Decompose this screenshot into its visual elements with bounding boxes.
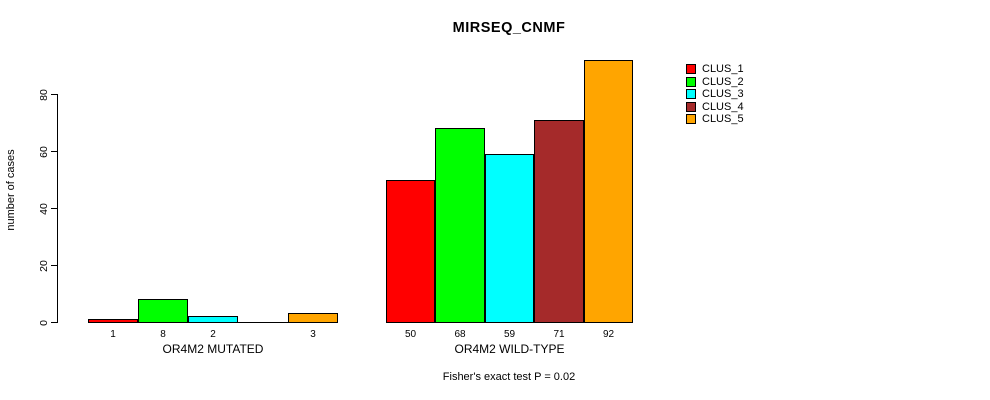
bar-value-label-clus_3-or4m2-mutated: 2 [210,329,216,340]
legend-label-clus_4: CLUS_4 [702,100,744,113]
bar-clus_3-or4m2-mutated [188,316,238,323]
bar-value-label-clus_2-or4m2-mutated: 8 [160,329,166,340]
y-tick-label: 80 [38,88,50,101]
fisher-test-caption: Fisher's exact test P = 0.02 [442,371,576,383]
bar-clus_5-or4m2-wild-type [584,60,633,323]
bar-value-label-clus_4-or4m2-wild-type: 71 [553,329,565,340]
bar-value-label-clus_2-or4m2-wild-type: 68 [454,329,466,340]
legend-label-clus_2: CLUS_2 [702,75,744,88]
legend-swatch-clus_2 [686,76,696,87]
chart-title: MIRSEQ_CNMF [452,20,566,36]
legend-swatch-clus_5 [686,114,696,124]
bar-clus_4-or4m2-wild-type [534,120,584,323]
legend-swatch-clus_3 [686,89,696,99]
y-axis-line [57,94,58,323]
bar-value-label-clus_3-or4m2-wild-type: 59 [503,329,516,340]
group-label-or4m2-wild-type: OR4M2 WILD-TYPE [454,342,565,356]
legend-label-clus_1: CLUS_1 [702,63,744,75]
bar-clus_5-or4m2-mutated [288,313,338,323]
y-tick [51,208,57,209]
y-tick-label: 20 [38,259,50,272]
y-tick [51,94,57,95]
group-label-or4m2-mutated: OR4M2 MUTATED [162,342,264,356]
bar-clus_1-or4m2-mutated [88,319,138,323]
bar-value-label-clus_1-or4m2-mutated: 1 [110,329,116,340]
bar-value-label-clus_5-or4m2-wild-type: 92 [602,329,615,340]
y-tick-label: 40 [38,202,50,215]
y-tick [51,322,57,323]
bar-value-label-clus_5-or4m2-mutated: 3 [310,329,316,340]
legend-swatch-clus_4 [686,101,696,112]
bar-clus_4-or4m2-mutated [238,322,288,323]
legend-label-clus_5: CLUS_5 [702,113,744,125]
y-tick-label: 0 [38,319,50,326]
bar-clus_3-or4m2-wild-type [485,154,534,323]
bar-clus_2-or4m2-wild-type [435,128,485,323]
y-tick [51,151,57,152]
legend-label-clus_3: CLUS_3 [702,88,744,100]
y-tick-label: 60 [38,145,50,158]
y-tick [51,265,57,266]
bar-clus_1-or4m2-wild-type [386,180,435,323]
bar-clus_2-or4m2-mutated [138,299,188,323]
y-axis-label: number of cases [5,149,17,231]
bar-value-label-clus_1-or4m2-wild-type: 50 [404,329,417,340]
legend-swatch-clus_1 [686,64,696,74]
